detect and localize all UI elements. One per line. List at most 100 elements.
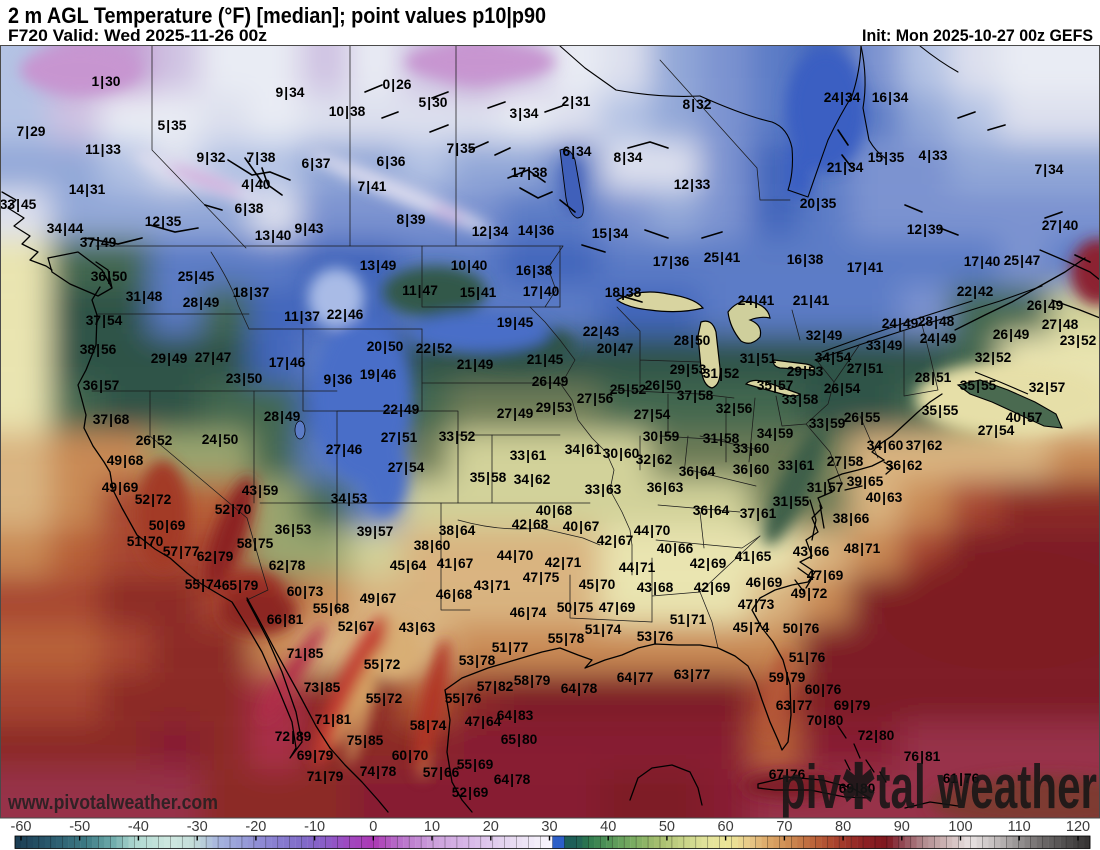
svg-text:8|39: 8|39 <box>397 212 426 227</box>
svg-text:41|65: 41|65 <box>735 549 772 564</box>
svg-text:32|62: 32|62 <box>636 452 673 467</box>
svg-text:12|33: 12|33 <box>674 177 711 192</box>
svg-text:46|74: 46|74 <box>510 605 547 620</box>
svg-text:50|76: 50|76 <box>783 621 820 636</box>
svg-text:50|75: 50|75 <box>557 600 594 615</box>
svg-text:30|60: 30|60 <box>603 446 640 461</box>
svg-text:80: 80 <box>835 819 851 835</box>
svg-text:39|65: 39|65 <box>847 474 884 489</box>
svg-text:75|85: 75|85 <box>347 733 384 748</box>
svg-text:35|58: 35|58 <box>470 470 507 485</box>
svg-text:38|56: 38|56 <box>80 342 117 357</box>
svg-text:49|68: 49|68 <box>107 453 144 468</box>
svg-text:17|46: 17|46 <box>269 355 306 370</box>
svg-text:41|67: 41|67 <box>437 556 474 571</box>
svg-text:20|35: 20|35 <box>800 196 837 211</box>
svg-text:29|53: 29|53 <box>536 400 573 415</box>
svg-text:26|54: 26|54 <box>824 381 861 396</box>
svg-text:42|68: 42|68 <box>512 517 549 532</box>
svg-text:21|49: 21|49 <box>457 357 494 372</box>
svg-text:57|66: 57|66 <box>423 765 460 780</box>
svg-text:11|47: 11|47 <box>402 283 438 298</box>
svg-text:55|72: 55|72 <box>366 691 403 706</box>
svg-text:piv✱tal weather: piv✱tal weather <box>780 753 1097 822</box>
svg-text:31|55: 31|55 <box>773 494 810 509</box>
svg-text:90: 90 <box>894 819 910 835</box>
svg-text:51|70: 51|70 <box>127 534 164 549</box>
svg-text:52|70: 52|70 <box>215 502 252 517</box>
svg-text:33|61: 33|61 <box>510 448 547 463</box>
svg-text:51|74: 51|74 <box>585 622 622 637</box>
svg-text:26|49: 26|49 <box>993 327 1030 342</box>
svg-text:42|71: 42|71 <box>545 555 582 570</box>
svg-text:24|49: 24|49 <box>920 331 957 346</box>
svg-text:46|68: 46|68 <box>436 587 473 602</box>
svg-text:31|57: 31|57 <box>807 480 844 495</box>
svg-text:33|59: 33|59 <box>809 416 846 431</box>
svg-text:53|78: 53|78 <box>459 653 496 668</box>
svg-text:8|32: 8|32 <box>683 97 712 112</box>
svg-text:7|29: 7|29 <box>17 124 46 139</box>
svg-text:57|82: 57|82 <box>477 679 514 694</box>
svg-text:20|47: 20|47 <box>597 341 634 356</box>
svg-text:40|57: 40|57 <box>1006 410 1043 425</box>
svg-text:50: 50 <box>659 819 675 835</box>
svg-text:76|81: 76|81 <box>904 749 941 764</box>
svg-text:51|76: 51|76 <box>789 650 826 665</box>
svg-text:66|81: 66|81 <box>267 612 304 627</box>
svg-text:8|34: 8|34 <box>614 150 643 165</box>
svg-text:17|41: 17|41 <box>847 260 884 275</box>
svg-text:17|38: 17|38 <box>511 165 548 180</box>
svg-text:60|70: 60|70 <box>392 748 429 763</box>
svg-text:58|74: 58|74 <box>410 718 447 733</box>
svg-text:22|42: 22|42 <box>957 284 994 299</box>
svg-text:42|67: 42|67 <box>597 533 634 548</box>
svg-text:2 m AGL Temperature (°F) [medi: 2 m AGL Temperature (°F) [median]; point… <box>8 3 546 28</box>
svg-text:11|33: 11|33 <box>85 142 121 157</box>
svg-text:44|70: 44|70 <box>634 523 671 538</box>
svg-text:31|52: 31|52 <box>703 366 740 381</box>
svg-text:29|53: 29|53 <box>787 364 824 379</box>
svg-text:26|52: 26|52 <box>136 433 173 448</box>
svg-text:21|41: 21|41 <box>793 293 830 308</box>
svg-text:72|80: 72|80 <box>858 728 895 743</box>
svg-text:72|89: 72|89 <box>275 729 312 744</box>
svg-text:40|68: 40|68 <box>536 503 573 518</box>
svg-text:24|50: 24|50 <box>202 432 239 447</box>
svg-text:12|39: 12|39 <box>907 222 944 237</box>
svg-text:55|76: 55|76 <box>445 691 482 706</box>
svg-text:14|31: 14|31 <box>69 182 106 197</box>
svg-text:33|45: 33|45 <box>0 197 37 212</box>
svg-text:36|53: 36|53 <box>275 522 312 537</box>
svg-text:120: 120 <box>1066 819 1090 835</box>
svg-text:42|69: 42|69 <box>690 556 727 571</box>
svg-text:10|40: 10|40 <box>451 258 488 273</box>
svg-text:19|46: 19|46 <box>360 367 397 382</box>
svg-text:64|83: 64|83 <box>497 708 534 723</box>
svg-text:60: 60 <box>718 819 734 835</box>
svg-text:49|67: 49|67 <box>360 591 397 606</box>
svg-text:4|33: 4|33 <box>919 148 948 163</box>
svg-text:10: 10 <box>424 819 440 835</box>
svg-text:62|79: 62|79 <box>197 549 234 564</box>
svg-text:28|49: 28|49 <box>264 409 301 424</box>
svg-text:34|54: 34|54 <box>815 350 852 365</box>
svg-text:73|85: 73|85 <box>304 680 341 695</box>
svg-text:49|69: 49|69 <box>102 480 139 495</box>
svg-text:38|66: 38|66 <box>833 511 870 526</box>
svg-text:44|71: 44|71 <box>619 560 656 575</box>
svg-text:15|35: 15|35 <box>868 150 905 165</box>
svg-text:42|69: 42|69 <box>694 580 731 595</box>
svg-text:33|60: 33|60 <box>733 441 770 456</box>
svg-text:24|34: 24|34 <box>824 90 861 105</box>
svg-text:40: 40 <box>600 819 616 835</box>
svg-text:45|70: 45|70 <box>579 577 616 592</box>
svg-text:18|37: 18|37 <box>233 285 270 300</box>
svg-text:55|72: 55|72 <box>364 657 401 672</box>
svg-text:24|49: 24|49 <box>882 316 919 331</box>
svg-text:71|81: 71|81 <box>315 712 352 727</box>
svg-text:51|71: 51|71 <box>670 612 707 627</box>
svg-text:36|60: 36|60 <box>733 462 770 477</box>
svg-text:16|38: 16|38 <box>516 263 553 278</box>
svg-text:33|52: 33|52 <box>439 429 476 444</box>
